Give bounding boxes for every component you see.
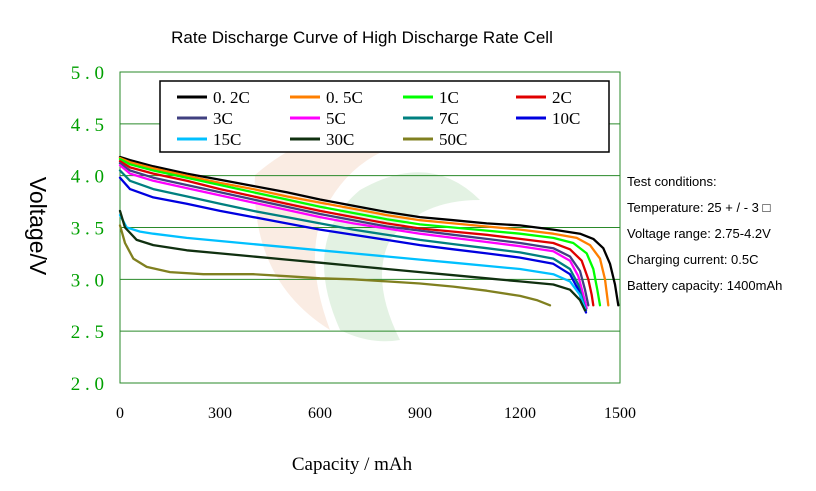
- y-tick-label: 4 . 0: [71, 167, 104, 188]
- y-tick-label: 4 . 5: [71, 115, 104, 136]
- legend-label: 50C: [439, 130, 467, 149]
- note-line: Voltage range: 2.75-4.2V: [627, 226, 771, 241]
- series-line-0.5C: [118, 156, 610, 307]
- y-tick-label: 2 . 0: [71, 374, 104, 395]
- legend-label: 5C: [326, 109, 346, 128]
- legend-label: 7C: [439, 109, 459, 128]
- legend-label: 1C: [439, 88, 459, 107]
- legend-label: 15C: [213, 130, 241, 149]
- test-conditions: Test conditions: Temperature: 25 + / - 3 …: [627, 174, 782, 293]
- y-tick-label: 3 . 5: [71, 219, 104, 240]
- x-tick-label: 300: [208, 405, 232, 422]
- chart-title: Rate Discharge Curve of High Discharge R…: [171, 28, 553, 47]
- y-tick-label: 3 . 0: [71, 270, 104, 291]
- y-tick-label: 2 . 5: [71, 322, 104, 343]
- y-axis-label: Voltage/V: [25, 177, 51, 276]
- series-line-1C: [118, 157, 602, 307]
- note-line: Battery capacity: 1400mAh: [627, 278, 782, 293]
- series-line-15C: [118, 213, 587, 310]
- series-line-7C: [118, 169, 588, 312]
- x-tick-label: 900: [408, 405, 432, 422]
- x-tick-label: 1200: [504, 405, 536, 422]
- legend-label: 10C: [552, 109, 580, 128]
- note-line: Temperature: 25 + / - 3 □: [627, 200, 770, 215]
- series-lines: [118, 155, 620, 314]
- series-line-50C: [118, 224, 552, 307]
- legend: 0. 2C 0. 5C 1C 2C 3C 5C 7C 10C 15C 30C 50C: [159, 80, 610, 153]
- legend-label: 0. 5C: [326, 88, 363, 107]
- x-tick-label: 0: [116, 405, 124, 422]
- x-axis-label: Capacity / mAh: [292, 454, 413, 475]
- x-tick-label: 600: [308, 405, 332, 422]
- series-line-10C: [118, 176, 588, 314]
- note-line: Test conditions:: [627, 174, 717, 189]
- x-tick-label: 1500: [604, 405, 636, 422]
- legend-label: 2C: [552, 88, 572, 107]
- series-line-5C: [118, 164, 588, 310]
- series-line-3C: [118, 162, 590, 307]
- legend-label: 30C: [326, 130, 354, 149]
- legend-label: 0. 2C: [213, 88, 250, 107]
- note-line: Charging current: 0.5C: [627, 252, 759, 267]
- x-tick-labels: 0 300 600 900 1200 1500: [116, 405, 636, 422]
- series-line-2C: [118, 160, 595, 307]
- series-line-30C: [118, 209, 587, 312]
- y-tick-label: 5 . 0: [71, 63, 104, 84]
- y-tick-labels: 2 . 0 2 . 5 3 . 0 3 . 5 4 . 0 4 . 5 5 . 0: [71, 63, 104, 395]
- series-line-0.2C: [118, 155, 620, 307]
- legend-label: 3C: [213, 109, 233, 128]
